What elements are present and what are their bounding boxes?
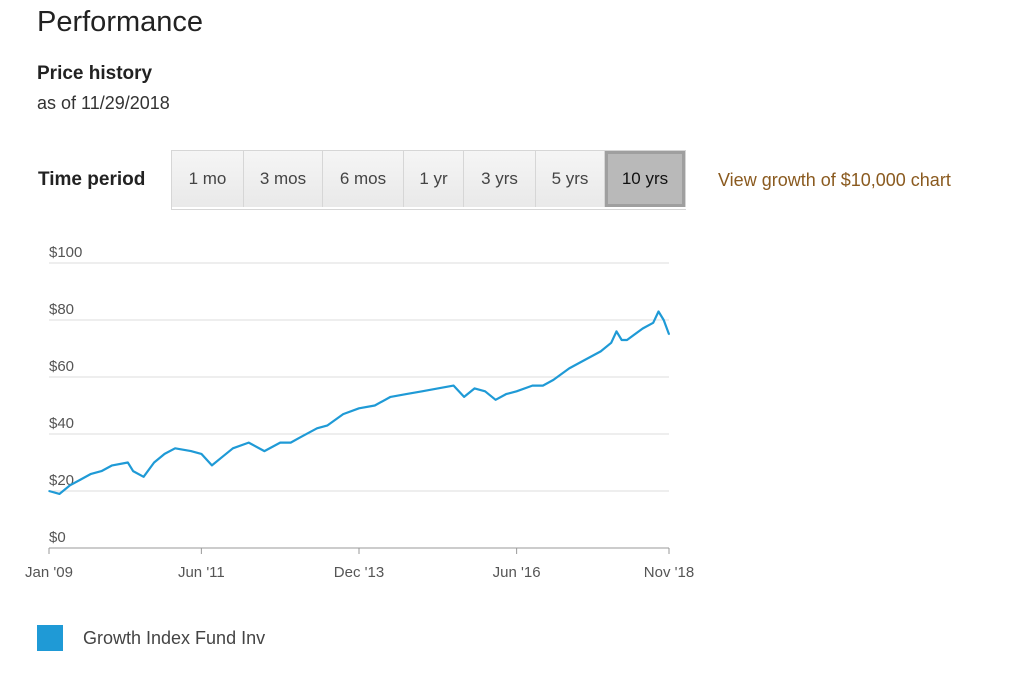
data-point [316, 427, 318, 430]
legend-label: Growth Index Fund Inv [83, 627, 266, 648]
data-point [247, 441, 250, 444]
data-point [211, 464, 213, 467]
data-point [662, 319, 665, 321]
data-point [263, 450, 266, 452]
x-tick-label: Jun '11 [178, 564, 225, 581]
data-point [452, 384, 455, 387]
data-point [405, 393, 408, 395]
data-point [620, 339, 623, 341]
data-point [515, 390, 518, 393]
section-title: Price history [37, 63, 153, 84]
data-point [342, 413, 345, 415]
data-point [232, 447, 234, 450]
data-point [542, 384, 544, 387]
data-point [190, 450, 192, 452]
y-tick-label: $40 [49, 415, 74, 432]
x-tick-label: Jun '16 [493, 564, 541, 581]
data-point [200, 453, 203, 455]
data-point [48, 490, 50, 492]
data-point [505, 393, 507, 395]
data-point [437, 387, 439, 390]
as-of-date: as of 11/29/2018 [37, 93, 170, 113]
data-point [142, 476, 145, 478]
legend-swatch [37, 625, 63, 651]
data-point [473, 387, 476, 390]
data-point [568, 367, 570, 370]
data-point [100, 470, 103, 472]
data-point [615, 330, 618, 333]
data-point [641, 327, 644, 330]
series-line [48, 310, 671, 495]
tab-3-months[interactable]: 3 mos [244, 151, 323, 207]
time-period-label: Time period [38, 169, 146, 190]
data-point [389, 396, 392, 398]
data-point [463, 396, 465, 398]
data-point [626, 339, 628, 341]
data-point [221, 456, 224, 458]
data-point [79, 478, 82, 481]
data-point [652, 322, 654, 324]
data-point [657, 310, 660, 313]
data-point [58, 493, 61, 495]
chart-gridlines [49, 262, 669, 492]
data-point [174, 447, 176, 450]
y-tick-label: $80 [49, 301, 74, 318]
data-point [494, 399, 497, 401]
y-tick-label: $0 [49, 529, 66, 546]
data-point [127, 461, 129, 464]
x-tick-label: Nov '18 [644, 564, 694, 581]
data-point [668, 333, 670, 336]
data-point [326, 424, 329, 427]
data-point [163, 453, 166, 455]
tab-10-years[interactable]: 10 yrs [605, 151, 686, 207]
tab-1-month[interactable]: 1 mo [172, 151, 244, 207]
data-point [374, 404, 376, 407]
data-point [279, 441, 282, 444]
y-tick-label: $20 [49, 472, 74, 489]
data-point [552, 379, 555, 381]
chart-legend: Growth Index Fund Inv [37, 625, 265, 651]
data-point [111, 464, 113, 467]
data-point [484, 390, 486, 393]
data-point [90, 473, 92, 475]
data-point [153, 461, 155, 464]
time-period-tabs: 1 mo 3 mos 6 mos 1 yr 3 yrs 5 yrs 10 yrs [171, 150, 686, 210]
data-point [584, 359, 586, 361]
data-point [421, 390, 423, 393]
data-point [358, 407, 360, 410]
tab-6-months[interactable]: 6 mos [323, 151, 404, 207]
x-tick-label: Dec '13 [334, 564, 384, 581]
data-point [599, 350, 602, 353]
data-point [610, 342, 612, 344]
tab-1-year[interactable]: 1 yr [404, 151, 464, 207]
y-tick-label: $60 [49, 358, 74, 375]
chart-series [48, 310, 671, 495]
data-point [69, 484, 71, 487]
x-tick-label: Jan '09 [25, 564, 73, 581]
data-point [132, 470, 134, 472]
tab-5-years[interactable]: 5 yrs [536, 151, 605, 207]
page-title: Performance [37, 6, 204, 38]
data-point [289, 441, 292, 444]
tab-3-years[interactable]: 3 yrs [464, 151, 536, 207]
price-history-chart: $0 $20 $40 $60 $80 $100 Jan '09 Jun '11 Dec '13 J… [25, 244, 694, 581]
data-point [300, 436, 303, 438]
y-tick-label: $100 [49, 244, 82, 261]
chart-axes: $0 $20 $40 $60 $80 $100 Jan '09 Jun '11 Dec '13 J… [25, 244, 694, 581]
data-point [531, 384, 534, 387]
growth-chart-link[interactable]: View growth of $10,000 chart [718, 170, 951, 190]
